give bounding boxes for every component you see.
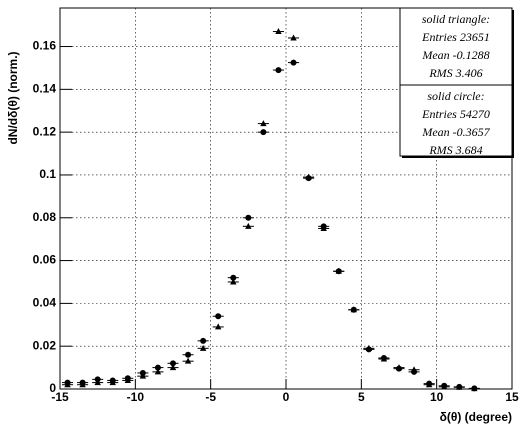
- circle-point: [109, 377, 116, 384]
- triangle-point: [184, 357, 192, 364]
- circle-point: [185, 351, 192, 358]
- y-tick-label: 0.08: [33, 210, 57, 224]
- x-tick-label: 15: [505, 390, 519, 404]
- circle-point: [124, 375, 131, 382]
- triangle-point: [154, 368, 162, 375]
- circle-point: [79, 379, 86, 386]
- circle-point: [215, 313, 222, 320]
- stats-title: solid triangle:: [422, 12, 490, 26]
- circle-point: [441, 382, 448, 389]
- circle-point: [350, 306, 357, 313]
- x-tick-label: -10: [127, 390, 145, 404]
- stats-line: RMS 3.406: [428, 66, 482, 80]
- y-axis-label: dN/dδ(θ) (norm.): [6, 51, 20, 144]
- circle-point: [320, 223, 327, 230]
- circle-point: [94, 376, 101, 383]
- circle-point: [380, 354, 387, 361]
- triangle-point: [275, 28, 282, 35]
- circle-point: [456, 383, 463, 390]
- circle-point: [305, 175, 312, 182]
- circle-point: [200, 337, 207, 344]
- stats-line: Mean -0.1288: [421, 48, 489, 62]
- circle-point: [275, 67, 282, 74]
- circle-point: [471, 385, 478, 392]
- stats-line: RMS 3.684: [428, 143, 482, 157]
- circle-point: [260, 129, 267, 136]
- triangle-point: [215, 323, 222, 330]
- stats-box: [399, 84, 513, 157]
- y-tick-label: 0.12: [33, 124, 57, 138]
- circle-point: [290, 59, 297, 66]
- x-axis-label: δ(θ) (degree): [440, 410, 512, 424]
- circle-point: [154, 364, 161, 371]
- y-tick-label: 0.1: [39, 167, 56, 181]
- stats-box: [399, 7, 513, 86]
- triangle-point: [230, 278, 237, 285]
- x-tick-label: 10: [430, 390, 444, 404]
- stats-title: solid circle:: [427, 89, 484, 103]
- x-tick-label: 0: [283, 390, 290, 404]
- circle-point: [170, 360, 176, 367]
- triangle-point: [245, 222, 252, 229]
- stats-line: Mean -0.3657: [421, 125, 490, 139]
- circle-point: [64, 379, 71, 386]
- y-tick-label: 0.14: [33, 82, 57, 96]
- circle-point: [245, 214, 252, 221]
- stats-line: Entries 23651: [421, 30, 490, 44]
- triangle-point: [199, 344, 207, 351]
- circle-point: [139, 369, 146, 376]
- y-tick-label: 0.04: [33, 296, 57, 310]
- circle-point: [396, 365, 402, 372]
- x-tick-label: 5: [358, 390, 365, 404]
- triangle-point: [290, 34, 297, 41]
- triangle-point: [260, 120, 267, 127]
- circle-point: [426, 380, 433, 387]
- y-tick-label: 0.06: [33, 253, 57, 267]
- circle-point: [230, 274, 237, 281]
- triangle-point: [169, 364, 177, 371]
- circle-point: [411, 368, 418, 375]
- circle-point: [335, 268, 342, 275]
- y-tick-label: 0: [49, 381, 56, 395]
- y-tick-label: 0.02: [33, 338, 57, 352]
- y-tick-label: 0.16: [33, 39, 57, 53]
- x-tick-label: -15: [51, 390, 69, 404]
- x-tick-label: -5: [205, 390, 216, 404]
- circle-point: [365, 346, 372, 353]
- stats-line: Entries 54270: [421, 107, 490, 121]
